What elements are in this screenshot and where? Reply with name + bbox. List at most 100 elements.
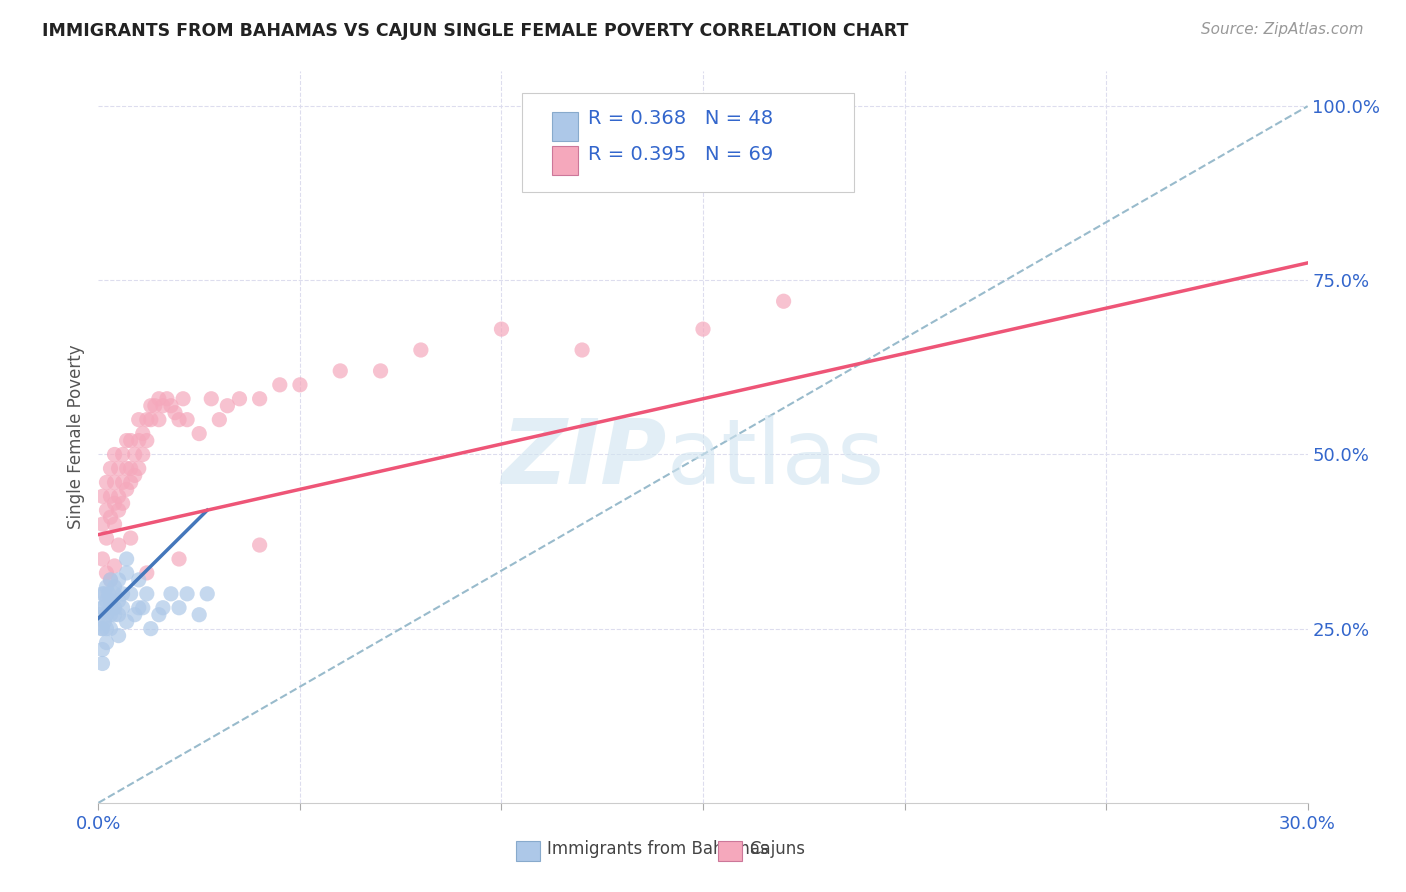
- Point: [128, 412, 150, 426]
- Point: [115, 461, 138, 475]
- FancyBboxPatch shape: [551, 112, 578, 141]
- Point: [103, 607, 125, 622]
- Point: [90, 622, 112, 636]
- Point: [91, 642, 114, 657]
- Point: [128, 573, 150, 587]
- Point: [269, 377, 291, 392]
- Point: [107, 629, 129, 643]
- Point: [139, 399, 162, 413]
- Point: [491, 322, 513, 336]
- Point: [111, 448, 134, 462]
- Point: [124, 607, 146, 622]
- Point: [208, 412, 231, 426]
- Point: [135, 434, 157, 448]
- Point: [120, 475, 142, 490]
- Point: [120, 461, 142, 475]
- Point: [107, 489, 129, 503]
- Point: [148, 607, 170, 622]
- Text: R = 0.395   N = 69: R = 0.395 N = 69: [588, 145, 773, 163]
- Point: [772, 294, 794, 309]
- Point: [96, 607, 118, 622]
- Point: [120, 587, 142, 601]
- Point: [91, 600, 114, 615]
- Point: [124, 468, 146, 483]
- Point: [107, 594, 129, 608]
- Point: [100, 573, 122, 587]
- Text: Source: ZipAtlas.com: Source: ZipAtlas.com: [1201, 22, 1364, 37]
- Point: [115, 483, 138, 497]
- FancyBboxPatch shape: [717, 841, 742, 862]
- Point: [91, 622, 114, 636]
- Point: [228, 392, 250, 406]
- Point: [91, 489, 114, 503]
- Text: atlas: atlas: [666, 415, 884, 503]
- Point: [96, 531, 118, 545]
- Point: [160, 399, 183, 413]
- FancyBboxPatch shape: [551, 146, 578, 175]
- Y-axis label: Single Female Poverty: Single Female Poverty: [66, 345, 84, 529]
- Point: [249, 392, 271, 406]
- Point: [96, 594, 118, 608]
- Point: [120, 434, 142, 448]
- Point: [571, 343, 593, 357]
- Point: [135, 587, 157, 601]
- Point: [143, 399, 166, 413]
- Point: [288, 377, 311, 392]
- Point: [132, 448, 155, 462]
- Point: [172, 392, 194, 406]
- Point: [97, 587, 120, 601]
- Point: [115, 434, 138, 448]
- Point: [160, 587, 183, 601]
- Point: [100, 573, 122, 587]
- Point: [167, 412, 190, 426]
- Point: [103, 580, 125, 594]
- Point: [370, 364, 392, 378]
- Point: [409, 343, 432, 357]
- Point: [132, 426, 155, 441]
- Point: [111, 600, 134, 615]
- Point: [107, 538, 129, 552]
- FancyBboxPatch shape: [522, 94, 855, 192]
- Point: [100, 489, 122, 503]
- Point: [96, 475, 118, 490]
- Point: [103, 558, 125, 573]
- Point: [156, 392, 179, 406]
- Point: [93, 587, 115, 601]
- Point: [96, 566, 118, 580]
- Point: [115, 566, 138, 580]
- Point: [115, 615, 138, 629]
- Point: [96, 635, 118, 649]
- Point: [195, 587, 218, 601]
- Text: Immigrants from Bahamas: Immigrants from Bahamas: [547, 840, 769, 858]
- Point: [107, 607, 129, 622]
- Point: [124, 448, 146, 462]
- Point: [167, 552, 190, 566]
- Point: [111, 496, 134, 510]
- Text: Cajuns: Cajuns: [749, 840, 806, 858]
- Point: [128, 461, 150, 475]
- Point: [120, 531, 142, 545]
- Point: [217, 399, 239, 413]
- Point: [107, 573, 129, 587]
- Point: [100, 600, 122, 615]
- Point: [176, 587, 198, 601]
- Point: [188, 426, 211, 441]
- Point: [135, 412, 157, 426]
- Point: [111, 587, 134, 601]
- Point: [103, 496, 125, 510]
- Point: [91, 552, 114, 566]
- Point: [692, 322, 714, 336]
- Point: [103, 587, 125, 601]
- Point: [96, 580, 118, 594]
- Point: [107, 503, 129, 517]
- Point: [329, 364, 352, 378]
- Point: [100, 510, 122, 524]
- Point: [103, 600, 125, 615]
- Point: [148, 412, 170, 426]
- Point: [91, 587, 114, 601]
- Point: [249, 538, 271, 552]
- Point: [103, 517, 125, 532]
- Point: [176, 412, 198, 426]
- Point: [167, 600, 190, 615]
- Point: [100, 622, 122, 636]
